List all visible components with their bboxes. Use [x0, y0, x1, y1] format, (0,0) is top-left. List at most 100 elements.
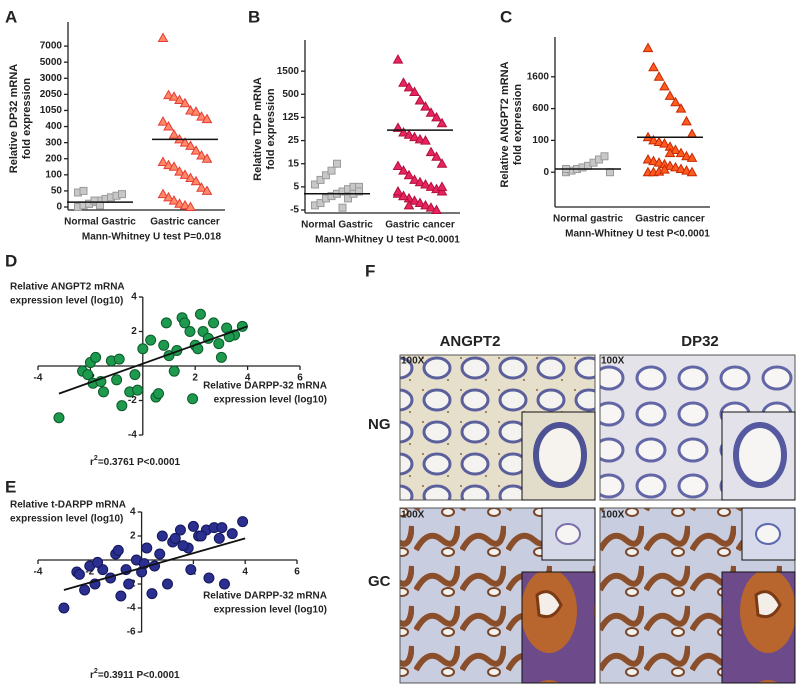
point: [179, 137, 191, 147]
point: [179, 317, 191, 329]
row-header: NG: [368, 416, 391, 433]
y-tick-label: -5: [290, 205, 299, 216]
point: [163, 121, 174, 131]
point: [79, 186, 88, 195]
point: [316, 175, 325, 184]
inset: [721, 571, 796, 684]
x-axis-label: Mann-Whitney U test P<0.0001: [315, 235, 460, 246]
y-tick-label: -2: [128, 395, 137, 406]
point: [160, 317, 172, 329]
x-axis-label: Relative DARPP-32 mRNA: [203, 591, 327, 602]
y-tick-label: 4: [130, 507, 136, 518]
y-axis-label: Relative TDP mRNA: [252, 77, 264, 181]
y-tick-label: 300: [45, 137, 62, 148]
x-tick-label: Normal Gastric: [301, 220, 373, 231]
point: [333, 159, 341, 168]
y-tick-label: 0: [543, 167, 549, 178]
point: [642, 42, 654, 53]
point: [344, 194, 352, 203]
point: [185, 172, 196, 183]
point: [179, 97, 191, 108]
point: [137, 343, 149, 355]
x-tick-label: 4: [245, 373, 251, 384]
y-axis-label: Relative t-DARPP mRNA: [10, 500, 126, 511]
x-tick-label: Normal gastric: [553, 214, 623, 225]
point: [670, 161, 681, 172]
x-tick-label: Normal Gastric: [64, 217, 136, 228]
point: [436, 158, 448, 168]
point: [141, 542, 153, 554]
point: [327, 166, 336, 175]
point: [190, 106, 202, 116]
point: [112, 544, 124, 556]
x-axis-label: Relative DARPP-32 mRNA: [203, 381, 327, 392]
point: [414, 176, 426, 187]
magnification: 100X: [401, 510, 425, 521]
y-tick-label: 3000: [40, 73, 63, 84]
point: [213, 532, 225, 544]
inset: [741, 507, 796, 561]
point: [675, 163, 687, 174]
x-tick-label: Gastric cancer: [385, 220, 455, 231]
point: [177, 540, 189, 552]
magnification: 100X: [601, 356, 625, 367]
point: [90, 196, 99, 205]
point: [431, 151, 442, 161]
point: [157, 188, 169, 199]
point: [392, 54, 404, 64]
y-tick-label: 600: [532, 103, 549, 114]
panel-letter: E: [5, 477, 16, 496]
point: [118, 190, 126, 199]
point: [686, 128, 698, 139]
point: [208, 317, 220, 329]
stat-text: =0.3761 P<0.0001: [98, 457, 181, 468]
point: [648, 134, 659, 145]
y-tick-label: -4: [128, 430, 137, 441]
point: [163, 191, 174, 202]
point: [425, 181, 437, 191]
y-tick-label: 1500: [277, 66, 300, 77]
point: [237, 516, 249, 528]
point: [58, 602, 70, 614]
y-tick-label: -4: [127, 603, 136, 614]
point: [675, 147, 687, 158]
point: [174, 198, 185, 208]
point: [185, 201, 196, 211]
point: [420, 199, 431, 210]
y-axis-label: expression level (log10): [10, 514, 123, 525]
point: [123, 578, 135, 590]
point: [409, 131, 420, 142]
y-axis-label: fold expression: [512, 84, 524, 166]
point: [398, 126, 409, 137]
point: [179, 199, 191, 210]
point: [409, 174, 420, 184]
point: [420, 179, 431, 189]
point: [157, 32, 169, 43]
magnification: 100X: [601, 510, 625, 521]
point: [92, 556, 104, 568]
point: [163, 159, 174, 170]
y-tick-label: 1050: [40, 105, 63, 116]
point: [664, 147, 676, 158]
point: [174, 524, 186, 536]
point: [203, 572, 215, 584]
point: [216, 522, 228, 534]
point: [168, 365, 180, 377]
y-tick-label: 4: [131, 292, 137, 303]
panel-letter: A: [5, 7, 17, 26]
point: [322, 171, 330, 180]
y-tick-label: 125: [282, 112, 299, 123]
point: [681, 150, 692, 161]
point: [98, 386, 109, 398]
point: [425, 146, 437, 157]
point: [414, 94, 426, 105]
point: [194, 308, 206, 320]
point: [659, 138, 670, 148]
stat-exp: 2: [94, 668, 98, 675]
y-tick-label: 2050: [40, 89, 63, 100]
point: [686, 166, 698, 177]
point: [190, 145, 202, 155]
point: [90, 351, 102, 363]
inset: [521, 571, 596, 684]
x-tick-label: -2: [85, 567, 94, 578]
